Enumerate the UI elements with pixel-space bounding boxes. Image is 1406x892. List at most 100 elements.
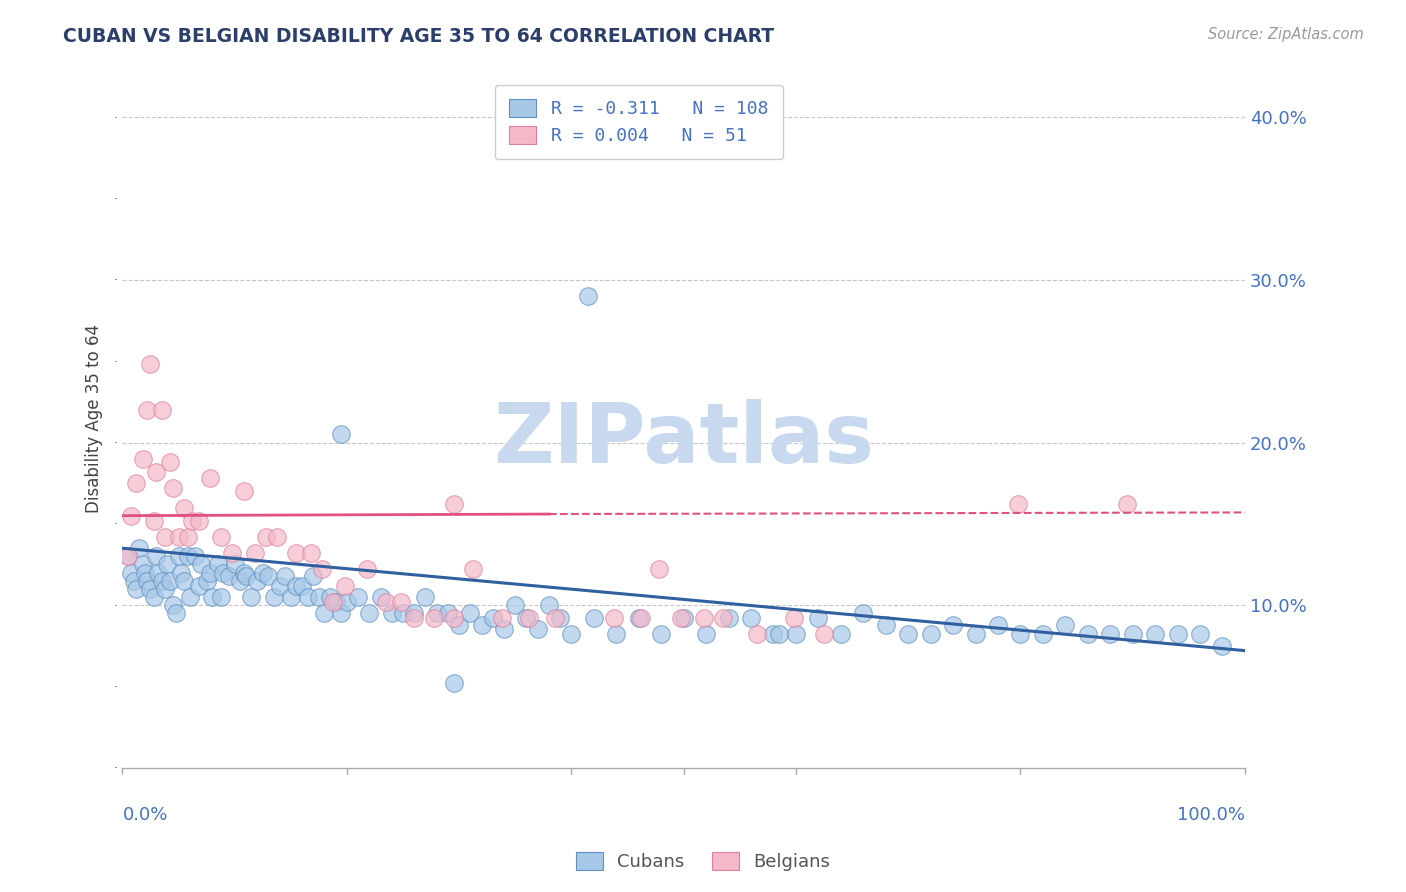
Point (381, 606, 404, 620)
Point (965, 627, 987, 641)
Point (650, 627, 672, 641)
Point (695, 627, 717, 641)
Text: 0.0%: 0.0% (122, 806, 167, 824)
Point (125, 582, 148, 596)
Point (356, 562, 378, 576)
Point (423, 611, 446, 625)
Point (785, 627, 807, 641)
Point (314, 606, 336, 620)
Point (548, 611, 571, 625)
Point (1188, 627, 1211, 641)
Point (179, 590, 201, 604)
Point (240, 590, 263, 604)
Point (782, 611, 804, 625)
Point (235, 569, 257, 583)
Point (162, 598, 184, 612)
Point (148, 566, 170, 580)
Point (492, 623, 515, 637)
Point (254, 530, 277, 544)
Point (576, 289, 599, 303)
Point (325, 595, 347, 609)
Point (246, 574, 269, 588)
Point (257, 569, 280, 583)
Point (745, 627, 768, 641)
Point (159, 455, 181, 469)
Point (145, 549, 167, 564)
Point (243, 546, 266, 560)
Point (297, 590, 319, 604)
Point (198, 566, 221, 580)
Text: Source: ZipAtlas.com: Source: ZipAtlas.com (1208, 27, 1364, 42)
Point (648, 562, 671, 576)
Point (389, 595, 412, 609)
Point (269, 578, 291, 592)
Point (392, 606, 415, 620)
Point (136, 403, 159, 417)
Point (207, 558, 229, 572)
Point (232, 484, 254, 499)
Point (336, 595, 359, 609)
Point (711, 611, 734, 625)
Point (897, 627, 920, 641)
Point (1099, 627, 1122, 641)
Point (125, 476, 148, 491)
Point (128, 541, 150, 556)
Point (426, 606, 449, 620)
Point (181, 514, 204, 528)
Point (195, 574, 218, 588)
Point (167, 530, 190, 544)
Point (672, 611, 695, 625)
Point (830, 627, 852, 641)
Point (762, 627, 785, 641)
Point (198, 471, 221, 485)
Point (443, 611, 465, 625)
Point (153, 530, 176, 544)
Point (120, 508, 142, 523)
Point (131, 451, 153, 466)
Point (117, 549, 139, 564)
Point (482, 611, 505, 625)
Point (333, 578, 356, 592)
Legend: R = -0.311   N = 108, R = 0.004   N = 51: R = -0.311 N = 108, R = 0.004 N = 51 (495, 85, 783, 160)
Point (443, 676, 465, 690)
Point (190, 558, 212, 572)
Point (153, 582, 176, 596)
Point (156, 558, 179, 572)
Point (1144, 627, 1167, 641)
Point (145, 465, 167, 479)
Point (987, 617, 1010, 632)
Point (142, 590, 165, 604)
Point (139, 582, 162, 596)
Point (330, 606, 353, 620)
Point (170, 566, 193, 580)
Point (491, 611, 513, 625)
Point (359, 606, 381, 620)
Point (404, 611, 426, 625)
Point (280, 590, 302, 604)
Point (560, 627, 582, 641)
Point (322, 595, 344, 609)
Point (813, 627, 835, 641)
Point (162, 481, 184, 495)
Legend: Cubans, Belgians: Cubans, Belgians (568, 845, 838, 879)
Point (209, 590, 232, 604)
Point (167, 549, 190, 564)
Point (807, 611, 830, 625)
Point (460, 606, 482, 620)
Point (117, 549, 139, 564)
Point (443, 497, 465, 511)
Point (232, 566, 254, 580)
Point (1007, 497, 1029, 511)
Point (274, 569, 297, 583)
Point (375, 595, 398, 609)
Point (1010, 627, 1032, 641)
Point (330, 427, 353, 442)
Text: 100.0%: 100.0% (1177, 806, 1244, 824)
Point (311, 562, 333, 576)
Point (134, 566, 156, 580)
Point (920, 627, 942, 641)
Point (526, 623, 548, 637)
Text: CUBAN VS BELGIAN DISABILITY AGE 35 TO 64 CORRELATION CHART: CUBAN VS BELGIAN DISABILITY AGE 35 TO 64… (63, 27, 775, 45)
Point (1116, 497, 1139, 511)
Point (184, 549, 207, 564)
